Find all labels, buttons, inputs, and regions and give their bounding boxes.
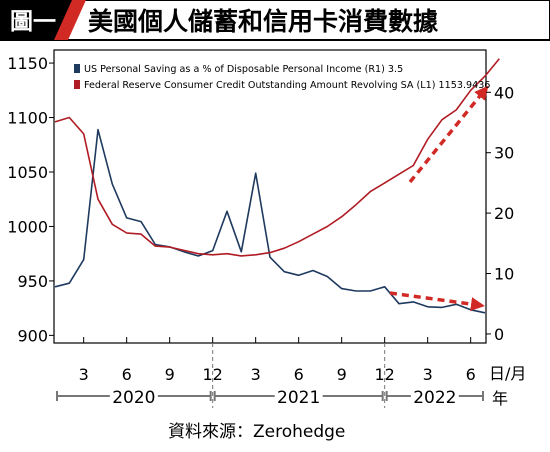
y-left-tick-label: 1100 <box>7 109 48 128</box>
year-label: 2021 <box>277 388 320 408</box>
legend: US Personal Saving as a % of Disposable … <box>74 64 490 91</box>
y-axis-right: 0 10 20 30 40 <box>486 83 514 344</box>
legend-label: Federal Reserve Consumer Credit Outstand… <box>84 80 490 91</box>
plot-area <box>53 49 500 344</box>
legend-label: US Personal Saving as a % of Disposable … <box>84 64 403 75</box>
year-label: 2020 <box>112 388 155 408</box>
plot-frame <box>53 49 487 344</box>
x-tick-label: 3 <box>251 365 261 384</box>
revolving-credit-line <box>54 58 500 257</box>
down-trend-arrow <box>389 291 485 311</box>
y-left-tick-label: 1050 <box>7 163 48 182</box>
badge-text: 圖一 <box>10 9 56 35</box>
x-tick-label: 6 <box>294 365 304 384</box>
y-left-tick-label: 900 <box>17 326 48 345</box>
y-left-tick-label: 950 <box>17 272 48 291</box>
y-left-tick-label: 1150 <box>7 54 48 73</box>
trend-arrows <box>389 85 489 311</box>
x-tick-label: 6 <box>466 365 476 384</box>
x-tick-label: 3 <box>79 365 89 384</box>
banner-slash <box>54 0 86 40</box>
y-right-tick-label: 40 <box>494 83 514 102</box>
y-right-tick-label: 10 <box>494 265 514 284</box>
chart-title: 美國個人儲蓄和信用卡消費數據 <box>88 7 439 36</box>
x-tick-label: 6 <box>122 365 132 384</box>
x-unit-label: 日/月 <box>489 364 526 383</box>
x-tick-label: 9 <box>165 365 175 384</box>
source-note: 資料來源：Zerohedge <box>168 422 345 442</box>
x-tick-label: 3 <box>423 365 433 384</box>
y-right-tick-label: 20 <box>494 204 514 223</box>
x-tick-label: 9 <box>337 365 347 384</box>
saving-rate-line <box>54 128 486 314</box>
year-unit-label: 年 <box>492 389 508 408</box>
legend-swatch <box>74 80 80 89</box>
y-left-tick-label: 1000 <box>7 217 48 236</box>
legend-swatch <box>74 64 80 73</box>
y-right-tick-label: 0 <box>494 325 504 344</box>
title-banner <box>0 0 550 41</box>
year-label: 2022 <box>413 388 456 408</box>
up-trend-arrow <box>408 85 489 184</box>
y-right-tick-label: 30 <box>494 144 514 163</box>
y-axis-left: 900 950 1000 1050 1100 1150 <box>7 54 54 345</box>
